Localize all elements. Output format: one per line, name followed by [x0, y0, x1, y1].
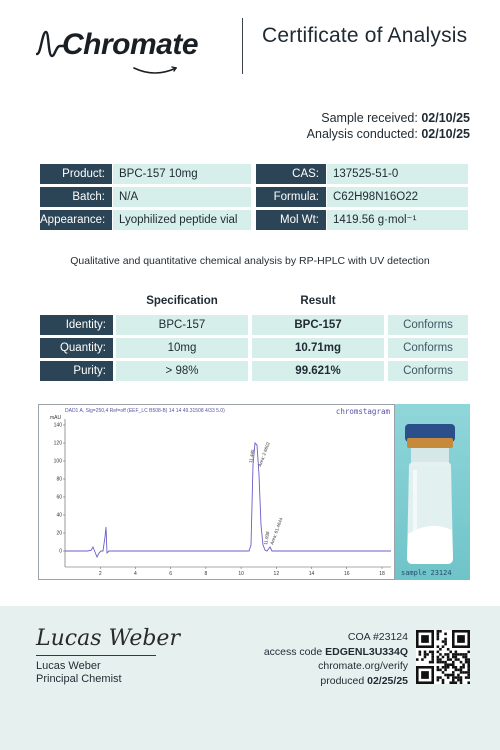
access-code-line: access code EDGENL3U334Q: [264, 645, 408, 660]
vial-icon: [405, 424, 455, 564]
vial-caption: sample 23124: [401, 569, 452, 577]
produced-date: 02/25/25: [367, 674, 408, 687]
coa-meta: COA #23124 access code EDGENL3U334Q chro…: [264, 630, 408, 688]
sample-received-label: Sample received:: [321, 111, 418, 125]
document-title: Certificate of Analysis: [262, 24, 468, 47]
analysis-conducted-value: 02/10/25: [421, 127, 470, 141]
produced-line: produced 02/25/25: [264, 674, 408, 689]
main-peak-area: Area: 2 6602: [257, 441, 271, 467]
signature: Lucas Weber: [36, 626, 180, 651]
y-tick-label: 140: [54, 423, 63, 429]
analysis-method-subtitle: Qualitative and quantitative chemical an…: [70, 255, 430, 267]
appearance-label: Appearance:: [40, 210, 112, 230]
x-tick-label: 14: [309, 571, 315, 577]
identity-label: Identity:: [40, 315, 113, 335]
batch-label: Batch:: [40, 187, 112, 207]
y-axis-label: mAU: [50, 415, 62, 421]
verify-link[interactable]: chromate.org/verify: [318, 660, 408, 672]
x-tick-label: 18: [379, 571, 385, 577]
x-tick-label: 2: [99, 571, 102, 577]
dates-block: Sample received: 02/10/25 Analysis condu…: [307, 110, 470, 142]
y-tick-label: 120: [54, 441, 63, 447]
molwt-label: Mol Wt:: [256, 210, 326, 230]
minor-peak-rt: 11.938: [263, 531, 270, 546]
purity-result: 99.621%: [252, 361, 384, 381]
x-tick-label: 16: [344, 571, 350, 577]
y-tick-label: 0: [59, 549, 62, 555]
appearance-value: Lyophilized peptide vial: [113, 210, 251, 230]
brand-wordmark: Chromate: [62, 28, 199, 61]
sample-vial-photo: sample 23124: [395, 404, 470, 580]
chromatogram-plot: mAU 140 120 100 80 60 40 20 0 2 4 6 8 10 12 14 16 18 11…: [50, 415, 391, 577]
x-tick-labels: 2 4 6 8 10 12 14 16 18: [99, 567, 385, 577]
purity-spec: > 98%: [116, 361, 248, 381]
x-tick-label: 10: [238, 571, 244, 577]
brand-logo: Chromate: [36, 22, 206, 74]
quantity-result: 10.71mg: [252, 338, 384, 358]
chromatogram-brand: chromstagram: [335, 407, 390, 416]
identity-spec: BPC-157: [116, 315, 248, 335]
header-divider: [242, 18, 243, 74]
purity-status: Conforms: [388, 361, 468, 381]
chemist-name: Lucas Weber: [36, 660, 101, 672]
product-value: BPC-157 10mg: [113, 164, 251, 184]
chromatogram-signal-header: DAD1 A, Sig=250,4 Ref=off (EEF_LC B508-B…: [65, 408, 225, 414]
main-peak-rt: 11.445: [248, 449, 255, 464]
formula-value: C62H98N16O22: [327, 187, 468, 207]
x-tick-label: 4: [134, 571, 137, 577]
chromatogram-panel: DAD1 A, Sig=250,4 Ref=off (EEF_LC B508-B…: [38, 404, 395, 580]
purity-label: Purity:: [40, 361, 113, 381]
y-tick-label: 80: [56, 477, 62, 483]
x-tick-label: 6: [169, 571, 172, 577]
x-tick-label: 8: [204, 571, 207, 577]
sample-received-value: 02/10/25: [421, 111, 470, 125]
chemist-role: Principal Chemist: [36, 673, 122, 685]
analysis-conducted-line: Analysis conducted: 02/10/25: [307, 126, 470, 142]
minor-peak-area: Area: 61.4644: [269, 517, 284, 546]
qr-code-icon[interactable]: [416, 630, 470, 684]
quantity-label: Quantity:: [40, 338, 113, 358]
y-tick-label: 100: [54, 459, 63, 465]
cas-label: CAS:: [256, 164, 326, 184]
cas-value: 137525-51-0: [327, 164, 468, 184]
coa-number: COA #23124: [347, 631, 408, 643]
sample-received-line: Sample received: 02/10/25: [307, 110, 470, 126]
chromatogram-trace: [65, 442, 391, 559]
access-code-value: EDGENL3U334Q: [325, 645, 408, 658]
batch-value: N/A: [113, 187, 251, 207]
y-tick-label: 60: [56, 495, 62, 501]
waveform-icon: [36, 30, 66, 58]
y-tick-label: 40: [56, 513, 62, 519]
produced-label: produced: [320, 674, 365, 687]
specification-header: Specification: [146, 295, 218, 307]
x-tick-label: 12: [274, 571, 280, 577]
identity-result: BPC-157: [252, 315, 384, 335]
y-tick-label: 20: [56, 531, 62, 537]
result-header: Result: [300, 295, 336, 307]
analysis-conducted-label: Analysis conducted:: [306, 127, 418, 141]
molwt-value: 1419.56 g·mol⁻¹: [327, 210, 468, 230]
identity-status: Conforms: [388, 315, 468, 335]
y-tick-labels: 140 120 100 80 60 40 20 0: [54, 423, 65, 555]
formula-label: Formula:: [256, 187, 326, 207]
access-code-label: access code: [263, 645, 323, 658]
quantity-status: Conforms: [388, 338, 468, 358]
product-label: Product:: [40, 164, 112, 184]
signature-line: [36, 655, 156, 656]
quantity-spec: 10mg: [116, 338, 248, 358]
smile-swoosh-icon: [133, 66, 178, 74]
